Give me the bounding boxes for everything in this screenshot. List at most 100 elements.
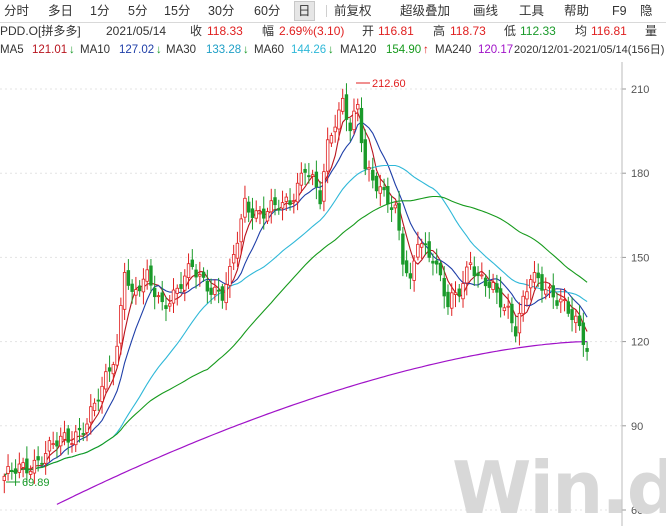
candlestick — [186, 253, 191, 290]
candlestick — [574, 310, 578, 334]
candlestick — [145, 259, 149, 290]
avg-value: 116.81 — [591, 24, 627, 38]
candlestick — [70, 431, 74, 453]
chart-annotations: 212.60 69.89 — [6, 78, 406, 489]
candlestick — [502, 303, 507, 316]
ma60-label: MA60 — [254, 44, 285, 56]
volume-label: 量 — [645, 24, 658, 38]
candlestick — [529, 274, 533, 301]
candlestick — [194, 264, 198, 289]
candlestick — [25, 446, 29, 486]
tab-15min[interactable]: 15分 — [164, 4, 191, 18]
candlestick — [371, 157, 375, 189]
ma240-value: 120.17 — [478, 44, 514, 56]
candlestick — [220, 283, 225, 309]
candlestick — [517, 302, 522, 346]
hide-button[interactable]: 隐 — [640, 4, 653, 18]
candlestick — [340, 88, 345, 115]
candlestick — [378, 174, 382, 206]
candlestick — [521, 290, 525, 322]
tab-multi-day[interactable]: 多日 — [48, 4, 74, 18]
candlestick — [382, 178, 386, 197]
super-overlay-button[interactable]: 超级叠加 — [400, 4, 451, 18]
candlestick — [21, 457, 25, 478]
open-label: 开 — [362, 24, 375, 38]
ma30-value: 133.28 — [206, 44, 242, 56]
wind-watermark: Win.d — [452, 446, 666, 530]
candlestick — [367, 160, 371, 182]
tab-1min[interactable]: 1分 — [90, 4, 110, 18]
candlestick — [570, 296, 574, 332]
y-tick-label: 60 — [631, 505, 643, 517]
candlestick — [483, 274, 488, 297]
candlestick — [525, 279, 529, 307]
tab-intraday[interactable]: 分时 — [4, 4, 30, 18]
tools-button[interactable]: 工具 — [519, 4, 545, 18]
candlestick — [559, 289, 563, 314]
candlestick — [453, 281, 458, 308]
candlestick — [28, 465, 33, 479]
quote-info-bar: PDD.O[拼多多] 2021/05/14 收 118.33 幅 2.69%(3… — [0, 23, 666, 40]
ma30-line — [3, 164, 588, 477]
candlestick — [134, 276, 138, 305]
ma10-line — [3, 121, 588, 477]
candlestick — [389, 195, 394, 223]
forward-adjust-button[interactable]: 前复权 — [334, 4, 372, 18]
candlestick — [254, 200, 258, 223]
candlestick — [292, 193, 296, 214]
ma120-up-arrow-icon: ↑ — [423, 44, 429, 56]
candlestick — [540, 266, 544, 303]
tab-30min[interactable]: 30分 — [208, 4, 235, 18]
ma120-value: 154.90 — [386, 44, 422, 56]
candlestick — [352, 98, 356, 135]
candlestick — [10, 462, 14, 480]
candlestick — [310, 169, 315, 186]
ma5-value: 121.01 — [32, 44, 68, 56]
tab-daily[interactable]: 日 — [294, 1, 315, 21]
y-tick-label: 180 — [631, 168, 649, 180]
candlestick — [43, 440, 48, 475]
candlestick — [577, 305, 582, 331]
chart-grid — [0, 62, 626, 526]
candlestick — [179, 272, 183, 293]
candlestick — [322, 163, 326, 212]
candlestick — [205, 269, 210, 304]
candlestick — [457, 284, 461, 303]
candlestick — [77, 418, 82, 443]
candlestick — [303, 163, 307, 186]
candlestick — [472, 256, 476, 286]
candlestick — [156, 291, 161, 304]
candlestick — [168, 295, 172, 312]
candlestick — [307, 162, 311, 184]
candlestick — [288, 188, 292, 211]
candlestick — [356, 98, 360, 122]
candlestick — [201, 267, 206, 282]
candlestick — [547, 284, 552, 299]
tab-60min[interactable]: 60分 — [254, 4, 281, 18]
tab-5min[interactable]: 5分 — [128, 4, 148, 18]
help-button[interactable]: 帮助 — [564, 4, 590, 18]
candlestick — [51, 431, 55, 450]
candlestick — [295, 172, 300, 211]
f9-button[interactable]: F9 — [612, 4, 627, 18]
candlestick — [250, 197, 255, 230]
candlestick — [431, 253, 435, 276]
candlestick — [532, 261, 537, 289]
candlestick — [262, 196, 266, 230]
ma30-label: MA30 — [166, 44, 197, 56]
low-value: 112.33 — [520, 24, 556, 38]
candlestick — [258, 205, 262, 225]
candlestick — [149, 258, 153, 293]
candlestick — [198, 261, 202, 287]
candlestick — [337, 102, 341, 141]
candlestick — [164, 296, 168, 322]
candlestick — [265, 207, 270, 225]
candlestick — [544, 277, 548, 300]
open-value: 116.81 — [378, 24, 414, 38]
candlestick — [419, 238, 424, 260]
draw-line-button[interactable]: 画线 — [473, 4, 499, 18]
candlestick — [468, 251, 473, 270]
candlestick — [107, 355, 112, 382]
min-price-label: 69.89 — [22, 477, 50, 489]
